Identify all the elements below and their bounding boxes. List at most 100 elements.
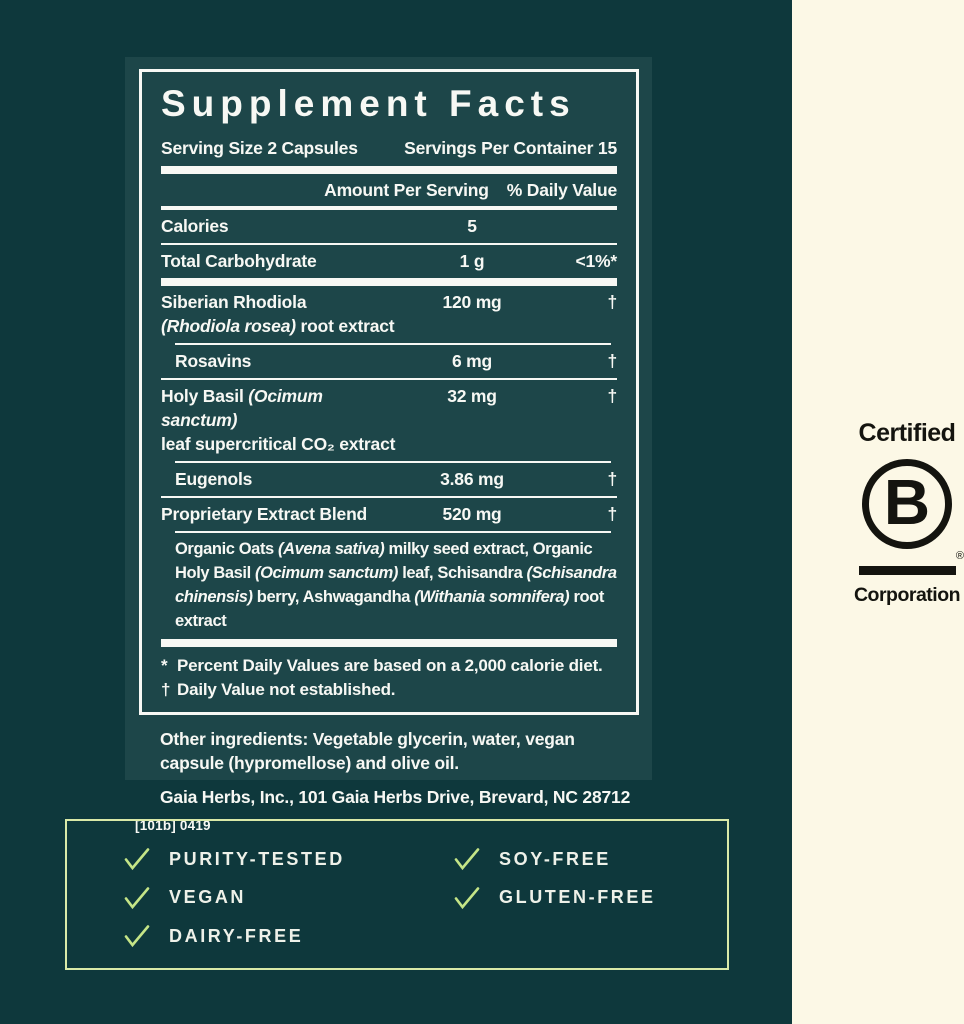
daily-value-header: % Daily Value bbox=[506, 180, 617, 200]
footnote-row: † Daily Value not established. bbox=[161, 678, 617, 702]
ingredient-text: leaf supercritical CO₂ extract bbox=[161, 434, 396, 454]
botanical-name-italic: (Avena sativa) bbox=[278, 540, 385, 558]
feature-label: GLUTEN-FREE bbox=[499, 887, 656, 908]
feature-label: DAIRY-FREE bbox=[169, 925, 304, 946]
ingredient-text: berry, Ashwagandha bbox=[252, 588, 415, 606]
amount-value: 1 g bbox=[459, 251, 485, 271]
amount-value: 520 mg bbox=[442, 504, 502, 524]
ingredient-text: Calories bbox=[161, 216, 229, 236]
ingredient-name: Total Carbohydrate bbox=[161, 249, 407, 273]
feature-label: SOY-FREE bbox=[499, 848, 611, 869]
footnote-text: Percent Daily Values are based on a 2,00… bbox=[177, 656, 603, 675]
feature-item: GLUTEN-FREE bbox=[454, 879, 656, 918]
check-icon bbox=[124, 847, 150, 871]
botanical-name-italic: (Ocimum sanctum) bbox=[161, 386, 323, 430]
servings-per-container-text: Servings Per Container 15 bbox=[404, 138, 617, 158]
facts-table: Amount Per Serving % Daily Value Calories 5… bbox=[161, 166, 617, 647]
bcorp-certified-text: Certified bbox=[858, 419, 956, 447]
bcorp-underline-bar bbox=[858, 566, 956, 575]
supplement-facts-title: Supplement Facts bbox=[161, 83, 576, 124]
other-ingredients-text: Other ingredients: Vegetable glycerin, w… bbox=[160, 729, 575, 773]
daily-value: <1%* bbox=[575, 251, 617, 271]
check-icon bbox=[124, 886, 150, 910]
ingredient-text: Rosavins bbox=[175, 351, 252, 371]
ingredient-name-line: Eugenols bbox=[175, 467, 403, 491]
ingredient-name-line: leaf supercritical CO₂ extract bbox=[161, 432, 403, 456]
ingredient-text: Organic Oats bbox=[175, 540, 279, 558]
lot-code: [101b] 0419 bbox=[135, 818, 211, 833]
thin-divider bbox=[161, 378, 617, 380]
daily-value: † bbox=[607, 469, 617, 489]
amount-value: 32 mg bbox=[447, 386, 497, 406]
ingredient-text: leaf, Schisandra bbox=[398, 564, 527, 582]
ingredient-name: Siberian Rhodiola (Rhodiola rosea) root e… bbox=[161, 290, 407, 338]
serving-size-text: Serving Size 2 Capsules bbox=[161, 138, 358, 158]
ingredient-text: Proprietary Extract Blend bbox=[161, 504, 368, 524]
ingredient-text: Siberian Rhodiola bbox=[161, 292, 307, 312]
footnote-symbol: † bbox=[161, 680, 171, 699]
bcorp-b-letter: B bbox=[883, 466, 931, 538]
bcorp-logo: Certified B ® Corporation bbox=[852, 419, 964, 607]
bcorp-corporation-text: Corporation bbox=[853, 584, 961, 606]
amount-value: 3.86 mg bbox=[440, 469, 504, 489]
daily-value: † bbox=[607, 386, 617, 406]
thick-divider bbox=[161, 278, 617, 286]
amount-value: 5 bbox=[467, 216, 477, 236]
ingredient-name-line: Calories bbox=[161, 214, 403, 238]
amount-per-serving-header: Amount Per Serving bbox=[324, 180, 489, 200]
facts-row: Eugenols 3.86 mg † bbox=[161, 463, 617, 496]
daily-value: † bbox=[607, 351, 617, 371]
facts-row: Proprietary Extract Blend 520 mg † bbox=[161, 498, 617, 531]
feature-item: PURITY-TESTED bbox=[124, 840, 345, 879]
facts-row: Holy Basil (Ocimum sanctum) leaf supercri… bbox=[161, 380, 617, 461]
botanical-name-italic: (Ocimum sanctum) bbox=[254, 564, 399, 582]
thin-divider bbox=[175, 531, 611, 533]
product-features-box: PURITY-TESTED VEGAN DAIRY-FREE SOY-FREE GLU… bbox=[65, 819, 729, 970]
facts-header-row: Amount Per Serving % Daily Value bbox=[161, 174, 617, 206]
check-icon bbox=[454, 886, 480, 910]
ingredient-text: root extract bbox=[175, 588, 604, 630]
botanical-name-italic: (Rhodiola rosea) bbox=[161, 316, 296, 336]
ingredient-name-line: Holy Basil (Ocimum sanctum) bbox=[161, 384, 403, 432]
botanical-name-italic: (Schisandra chinensis) bbox=[175, 564, 617, 606]
supplement-facts-box: Supplement Facts Serving Size 2 Capsules… bbox=[139, 69, 639, 715]
thin-divider bbox=[175, 461, 611, 463]
check-icon bbox=[454, 847, 480, 871]
ingredient-name: Proprietary Extract Blend bbox=[161, 502, 407, 526]
feature-label: VEGAN bbox=[169, 887, 247, 908]
check-icon bbox=[124, 924, 150, 948]
daily-value: † bbox=[607, 504, 617, 524]
features-column-2: SOY-FREE GLUTEN-FREE bbox=[454, 840, 656, 917]
ingredient-name: Rosavins bbox=[161, 349, 407, 373]
ingredient-text: Eugenols bbox=[175, 469, 253, 489]
ingredient-name-line: Rosavins bbox=[175, 349, 403, 373]
facts-row: Rosavins 6 mg † bbox=[161, 345, 617, 378]
amount-value: 120 mg bbox=[442, 292, 502, 312]
manufacturer-address: Gaia Herbs, Inc., 101 Gaia Herbs Drive, … bbox=[160, 787, 631, 807]
ingredient-name-line: Proprietary Extract Blend bbox=[161, 502, 403, 526]
ingredient-name-line: Siberian Rhodiola bbox=[161, 290, 403, 314]
feature-label: PURITY-TESTED bbox=[169, 848, 345, 869]
facts-row: Total Carbohydrate 1 g <1%* bbox=[161, 245, 617, 278]
ingredient-name-line: Total Carbohydrate bbox=[161, 249, 403, 273]
footnote-text: Daily Value not established. bbox=[177, 680, 396, 699]
ingredient-name-line: (Rhodiola rosea) root extract bbox=[161, 314, 403, 338]
thin-divider bbox=[161, 243, 617, 245]
footnotes: * Percent Daily Values are based on a 2,0… bbox=[161, 654, 617, 702]
supplement-label-panel: Supplement Facts Serving Size 2 Capsules… bbox=[125, 57, 652, 833]
thin-divider bbox=[175, 343, 611, 345]
ingredient-name: Holy Basil (Ocimum sanctum) leaf supercri… bbox=[161, 384, 407, 456]
daily-value: † bbox=[607, 292, 617, 312]
cream-side-panel: Certified B ® Corporation bbox=[792, 0, 964, 1024]
feature-item: VEGAN bbox=[124, 879, 345, 918]
thick-divider bbox=[161, 166, 617, 174]
feature-item: SOY-FREE bbox=[454, 840, 656, 879]
thin-divider bbox=[161, 496, 617, 498]
feature-item: DAIRY-FREE bbox=[124, 917, 345, 956]
facts-row: Calories 5 bbox=[161, 210, 617, 243]
ingredient-text: milky seed extract, Organic Holy Basil bbox=[175, 540, 593, 582]
ingredient-text: Total Carbohydrate bbox=[161, 251, 317, 271]
botanical-name-italic: (Withania somnifera) bbox=[414, 588, 570, 606]
medium-divider bbox=[161, 206, 617, 210]
facts-row: Siberian Rhodiola (Rhodiola rosea) root e… bbox=[161, 286, 617, 343]
